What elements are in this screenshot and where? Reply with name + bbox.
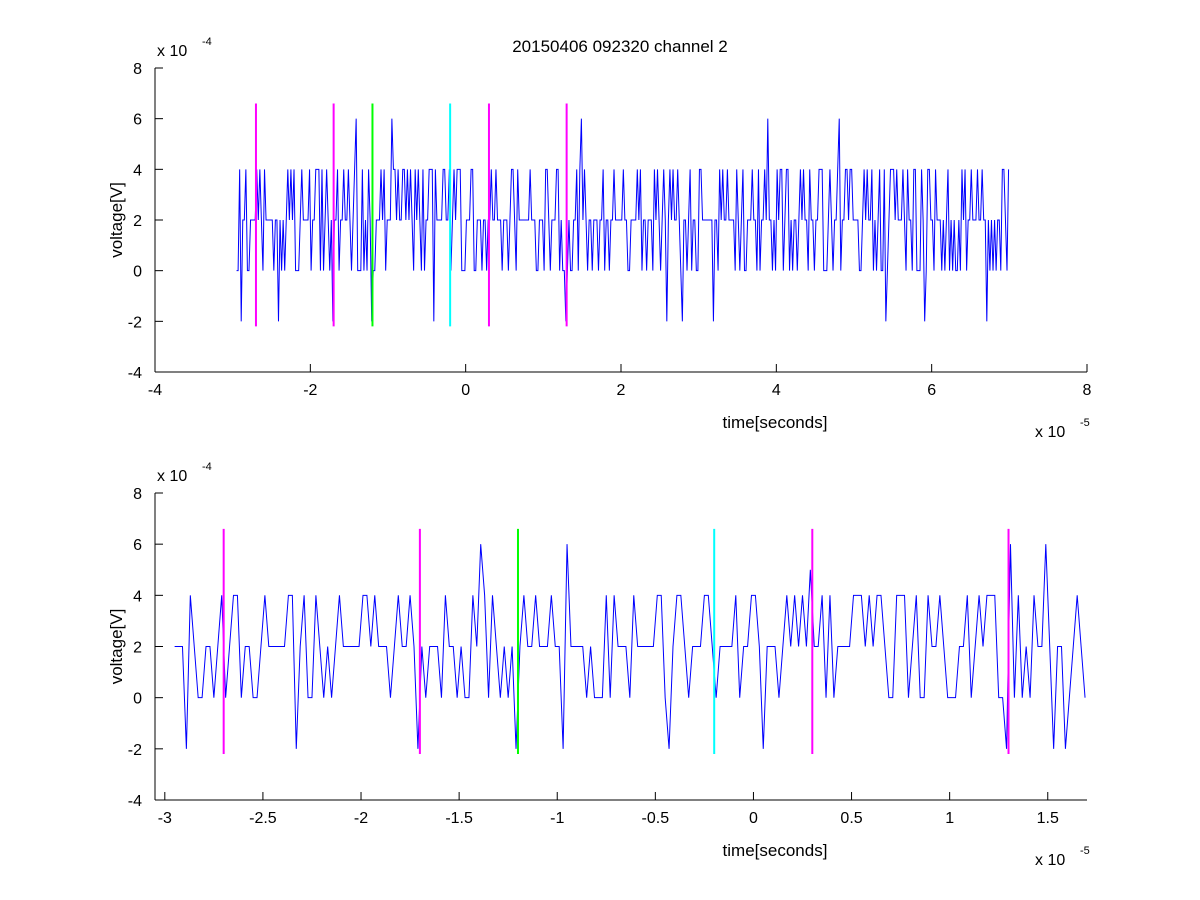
y-exponent-label: x 10 [157,468,187,485]
x-tick-label: 1 [945,810,954,827]
x-tick-label: -2.5 [249,810,277,827]
x-tick-label: 0.5 [840,810,862,827]
y-axis-label: voltage[V] [107,182,126,258]
x-tick-label: -1.5 [445,810,473,827]
y-tick-label: 6 [133,537,142,554]
x-tick-label: -2 [303,382,317,399]
x-exponent-label: x 10 [1035,424,1065,441]
x-axis-label: time[seconds] [723,413,828,432]
x-tick-label: 0 [461,382,470,399]
x-tick-label: -4 [148,382,162,399]
y-tick-label: 4 [133,162,142,179]
x-tick-label: 8 [1083,382,1092,399]
y-tick-label: -4 [128,793,142,810]
y-tick-label: 6 [133,112,142,129]
x-tick-label: -1 [550,810,564,827]
x-tick-label: 4 [772,382,781,399]
top-plot: -4 -2 0 2 4 6 8 -4 -2 0 2 4 6 8 x 10 -4 x 10 -5 time[secon… [107,36,1092,441]
signal-trace-line [174,544,1086,749]
y-tick-label: 8 [133,486,142,503]
x-tick-label: 1.5 [1037,810,1059,827]
y-tick-label: 4 [133,588,142,605]
x-exponent-label: x 10 [1035,852,1065,869]
y-axis-label: voltage[V] [107,609,126,685]
x-axis-label: time[seconds] [723,841,828,860]
y-tick-label: -2 [128,314,142,331]
x-tick-label: 0 [749,810,758,827]
x-tick-label: -0.5 [642,810,670,827]
x-tick-label: 6 [927,382,936,399]
x-tick-label: -3 [158,810,172,827]
y-tick-label: 0 [133,691,142,708]
y-exponent-power: -4 [202,36,212,48]
x-exponent-power: -5 [1080,845,1090,857]
x-tick-label: -2 [354,810,368,827]
x-exponent-power: -5 [1080,417,1090,429]
y-tick-label: -2 [128,742,142,759]
x-tick-label: 2 [617,382,626,399]
y-tick-label: 0 [133,264,142,281]
y-tick-label: 8 [133,61,142,78]
y-exponent-power: -4 [202,461,212,473]
y-tick-label: 2 [133,213,142,230]
y-exponent-label: x 10 [157,43,187,60]
y-tick-label: 2 [133,640,142,657]
bottom-plot: -3 -2.5 -2 -1.5 -1 -0.5 0 0.5 1 1.5 -4 -2 0 2 4 6 8 x 10 -… [107,461,1090,869]
figure-title: 20150406 092320 channel 2 [512,37,728,56]
y-tick-label: -4 [128,365,142,382]
signal-trace-line [236,118,1010,322]
